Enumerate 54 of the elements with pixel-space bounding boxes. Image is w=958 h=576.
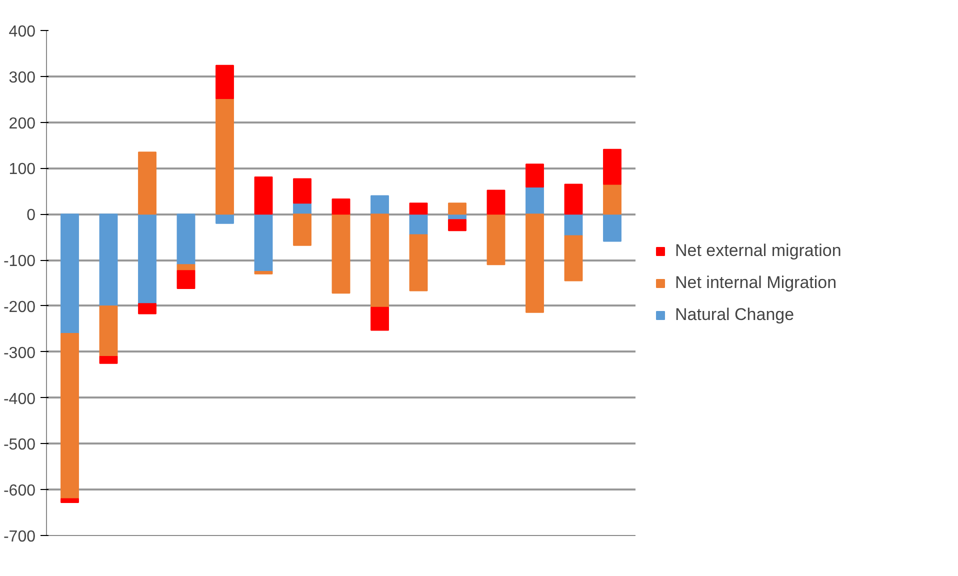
legend-label: Net external migration [675, 240, 842, 260]
bar [486, 214, 506, 266]
bar [448, 219, 466, 232]
bar [409, 202, 428, 215]
bar [603, 184, 622, 215]
y-tick-label: 300 [8, 69, 36, 86]
bar [332, 214, 350, 294]
bar [526, 186, 544, 215]
bar [370, 306, 389, 331]
bar [293, 214, 312, 246]
bar [138, 152, 156, 215]
bar [99, 214, 118, 306]
legend-label: Natural Change [675, 304, 794, 324]
bar [370, 195, 389, 215]
bar [99, 305, 118, 357]
bar [526, 214, 544, 313]
bar [216, 98, 234, 215]
bar [293, 178, 312, 204]
y-tick-label: -600 [3, 482, 36, 500]
bar [409, 234, 428, 292]
bar [254, 271, 273, 274]
bar [526, 164, 544, 188]
bar [60, 498, 79, 503]
legend-label: Net internal Migration [675, 272, 837, 292]
bar [370, 214, 389, 308]
y-tick-label: 200 [8, 115, 36, 132]
bar [486, 190, 506, 215]
bar [60, 333, 79, 500]
y-tick-label: -200 [3, 298, 36, 316]
bar [176, 214, 196, 266]
bar [216, 214, 234, 224]
bar [138, 214, 156, 304]
bar [603, 214, 622, 242]
bar [332, 198, 350, 215]
y-tick-label: -700 [3, 528, 36, 546]
bar [603, 148, 622, 185]
bar [409, 214, 428, 236]
bar [99, 356, 118, 364]
y-tick-label: -300 [3, 344, 36, 362]
y-tick-label: 100 [8, 161, 36, 178]
y-tick-label: 400 [8, 24, 36, 40]
y-tick-label: -500 [3, 436, 36, 454]
bar [254, 214, 273, 272]
bar [138, 303, 156, 314]
bar [254, 176, 273, 215]
bar [564, 184, 583, 215]
bar [60, 214, 79, 334]
bar [176, 270, 196, 290]
y-tick-label: -400 [3, 390, 36, 408]
y-tick-label: 0 [26, 207, 36, 224]
bar [564, 235, 583, 282]
y-tick-label: -100 [3, 253, 36, 270]
bar [216, 64, 234, 99]
bar [448, 202, 466, 215]
